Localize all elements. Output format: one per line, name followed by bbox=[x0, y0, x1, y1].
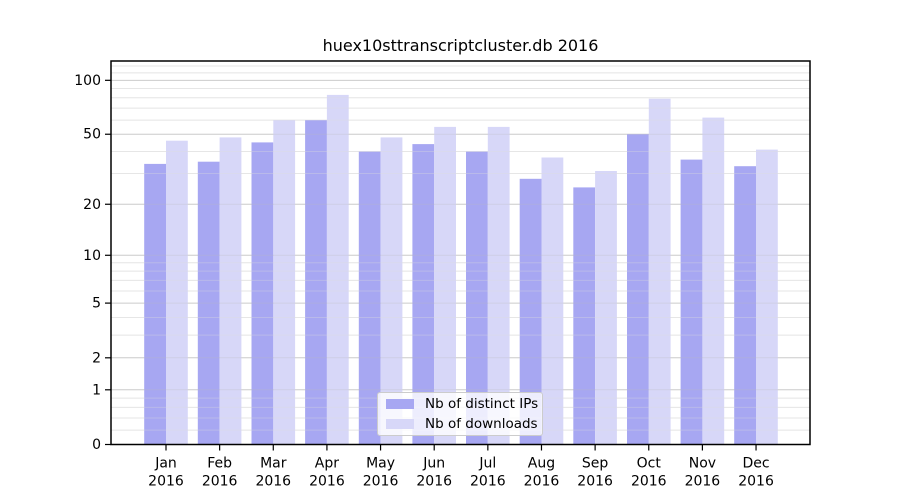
axes-spines bbox=[110, 60, 811, 446]
bar-aug-downloads bbox=[541, 157, 564, 445]
x-tick-label-month-nov: Nov bbox=[689, 456, 716, 472]
bar-jul-distinct-ips bbox=[466, 151, 488, 445]
bar-dec-distinct-ips bbox=[734, 166, 756, 445]
x-tick-label-month-feb: Feb bbox=[207, 456, 232, 472]
bar-aug-distinct-ips bbox=[519, 178, 542, 445]
x-tick-label-year-jun: 2016 bbox=[416, 474, 452, 490]
x-tick-label-month-apr: Apr bbox=[315, 456, 339, 472]
y-tick-label-5: 5 bbox=[92, 296, 101, 312]
bar-mar-distinct-ips bbox=[251, 142, 274, 445]
y-tick-label-50: 50 bbox=[83, 127, 101, 143]
x-tick-label-year-jan: 2016 bbox=[148, 474, 184, 490]
legend-entry-downloads: Nb of downloads bbox=[386, 416, 542, 432]
bar-feb-distinct-ips bbox=[197, 161, 220, 445]
legend: Nb of distinct IPs Nb of downloads bbox=[377, 392, 543, 436]
x-tick-label-month-jan: Jan bbox=[154, 456, 177, 472]
x-tick-label-month-oct: Oct bbox=[637, 456, 662, 472]
y-tick-label-2: 2 bbox=[92, 350, 101, 366]
x-tick-label-month-mar: Mar bbox=[260, 456, 287, 472]
legend-swatch-downloads-icon bbox=[386, 418, 414, 429]
bar-jul-downloads bbox=[487, 126, 510, 445]
y-tick-label-20: 20 bbox=[83, 197, 101, 213]
bar-jun-downloads bbox=[434, 126, 456, 445]
bar-nov-distinct-ips bbox=[680, 159, 703, 445]
bar-sep-downloads bbox=[595, 171, 617, 445]
y-tick-label-1: 1 bbox=[92, 382, 101, 398]
chart-title: huex10sttranscriptcluster.db 2016 bbox=[322, 36, 599, 55]
bar-may-downloads bbox=[380, 137, 403, 445]
x-tick-label-month-aug: Aug bbox=[528, 456, 555, 472]
bar-sep-distinct-ips bbox=[573, 187, 596, 445]
legend-label-distinct-ips: Nb of distinct IPs bbox=[425, 396, 539, 413]
x-tick-label-month-may: May bbox=[366, 456, 395, 472]
bar-jan-downloads bbox=[166, 140, 188, 445]
bar-nov-downloads bbox=[702, 117, 725, 445]
x-tick-label-year-may: 2016 bbox=[363, 474, 399, 490]
y-tick-label-10: 10 bbox=[83, 248, 101, 264]
bar-mar-downloads bbox=[273, 120, 296, 445]
x-tick-label-year-apr: 2016 bbox=[309, 474, 345, 490]
legend-label-downloads: Nb of downloads bbox=[425, 415, 538, 432]
x-tick-label-month-jul: Jul bbox=[478, 456, 496, 472]
x-tick-label-month-jun: Jun bbox=[422, 456, 445, 472]
x-tick-label-year-dec: 2016 bbox=[738, 474, 774, 490]
x-tick-label-year-feb: 2016 bbox=[202, 474, 238, 490]
x-tick-label-year-aug: 2016 bbox=[524, 474, 560, 490]
bar-oct-distinct-ips bbox=[627, 134, 649, 445]
x-tick-label-year-mar: 2016 bbox=[255, 474, 291, 490]
y-tick-label-100: 100 bbox=[74, 73, 101, 89]
bar-feb-downloads bbox=[219, 137, 242, 445]
x-tick-label-month-dec: Dec bbox=[742, 456, 769, 472]
x-tick-label-year-nov: 2016 bbox=[685, 474, 721, 490]
bar-jun-distinct-ips bbox=[412, 144, 435, 445]
x-tick-label-month-sep: Sep bbox=[582, 456, 609, 472]
bar-apr-distinct-ips bbox=[305, 120, 327, 445]
x-tick-label-year-sep: 2016 bbox=[577, 474, 613, 490]
legend-swatch-distinct-ips-icon bbox=[386, 399, 414, 410]
bar-jan-distinct-ips bbox=[144, 163, 166, 445]
legend-entry-distinct-ips: Nb of distinct IPs bbox=[386, 396, 542, 412]
x-tick-label-year-oct: 2016 bbox=[631, 474, 667, 490]
bar-apr-downloads bbox=[326, 94, 349, 445]
bar-may-distinct-ips bbox=[358, 151, 381, 445]
bar-dec-downloads bbox=[756, 149, 778, 445]
x-tick-label-year-jul: 2016 bbox=[470, 474, 506, 490]
bar-oct-downloads bbox=[648, 98, 671, 445]
y-tick-label-0: 0 bbox=[92, 437, 101, 453]
